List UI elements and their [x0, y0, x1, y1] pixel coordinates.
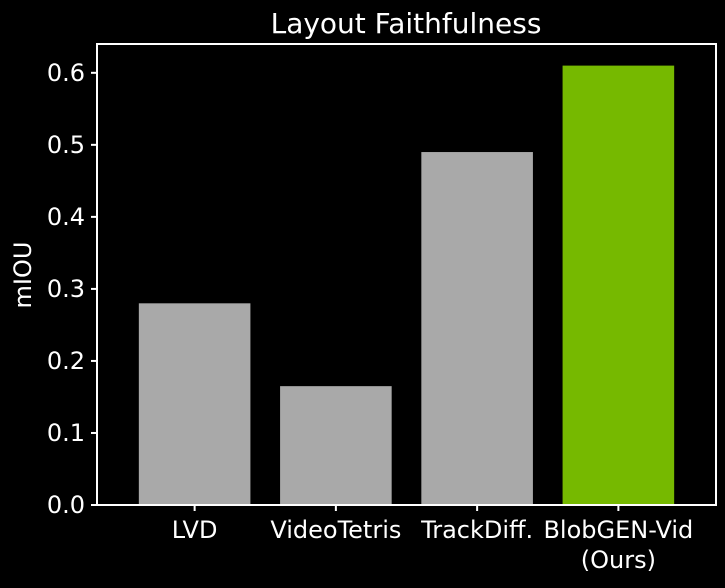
- bars-group: [138, 65, 675, 505]
- chart-title: Layout Faithfulness: [271, 7, 542, 40]
- y-tick-label: 0.3: [47, 275, 85, 303]
- y-tick-label: 0.1: [47, 419, 85, 447]
- x-ticks-group: LVD VideoTetris TrackDiff. BlobGEN-Vid (Ours…: [172, 505, 693, 574]
- y-tick-label: 0.2: [47, 347, 85, 375]
- y-tick-label: 0.4: [47, 203, 85, 231]
- bar-3: [421, 152, 533, 505]
- y-tick-label: 0.5: [47, 131, 85, 159]
- x-tick-label: VideoTetris: [270, 516, 401, 544]
- y-tick-label: 0.6: [47, 59, 85, 87]
- bar-4: [562, 65, 675, 505]
- x-tick-label: TrackDiff.: [420, 516, 533, 544]
- x-tick-label: LVD: [172, 516, 218, 544]
- y-tick-label: 0.0: [47, 491, 85, 519]
- bar-1: [138, 303, 251, 505]
- x-tick-label: BlobGEN-Vid (Ours): [543, 516, 693, 574]
- y-ticks-group: 0.0 0.1 0.2 0.3 0.4 0.5 0.6: [47, 59, 97, 519]
- plot-frame: [96, 43, 717, 506]
- bar-2: [280, 386, 392, 505]
- y-axis-label: mIOU: [9, 242, 37, 309]
